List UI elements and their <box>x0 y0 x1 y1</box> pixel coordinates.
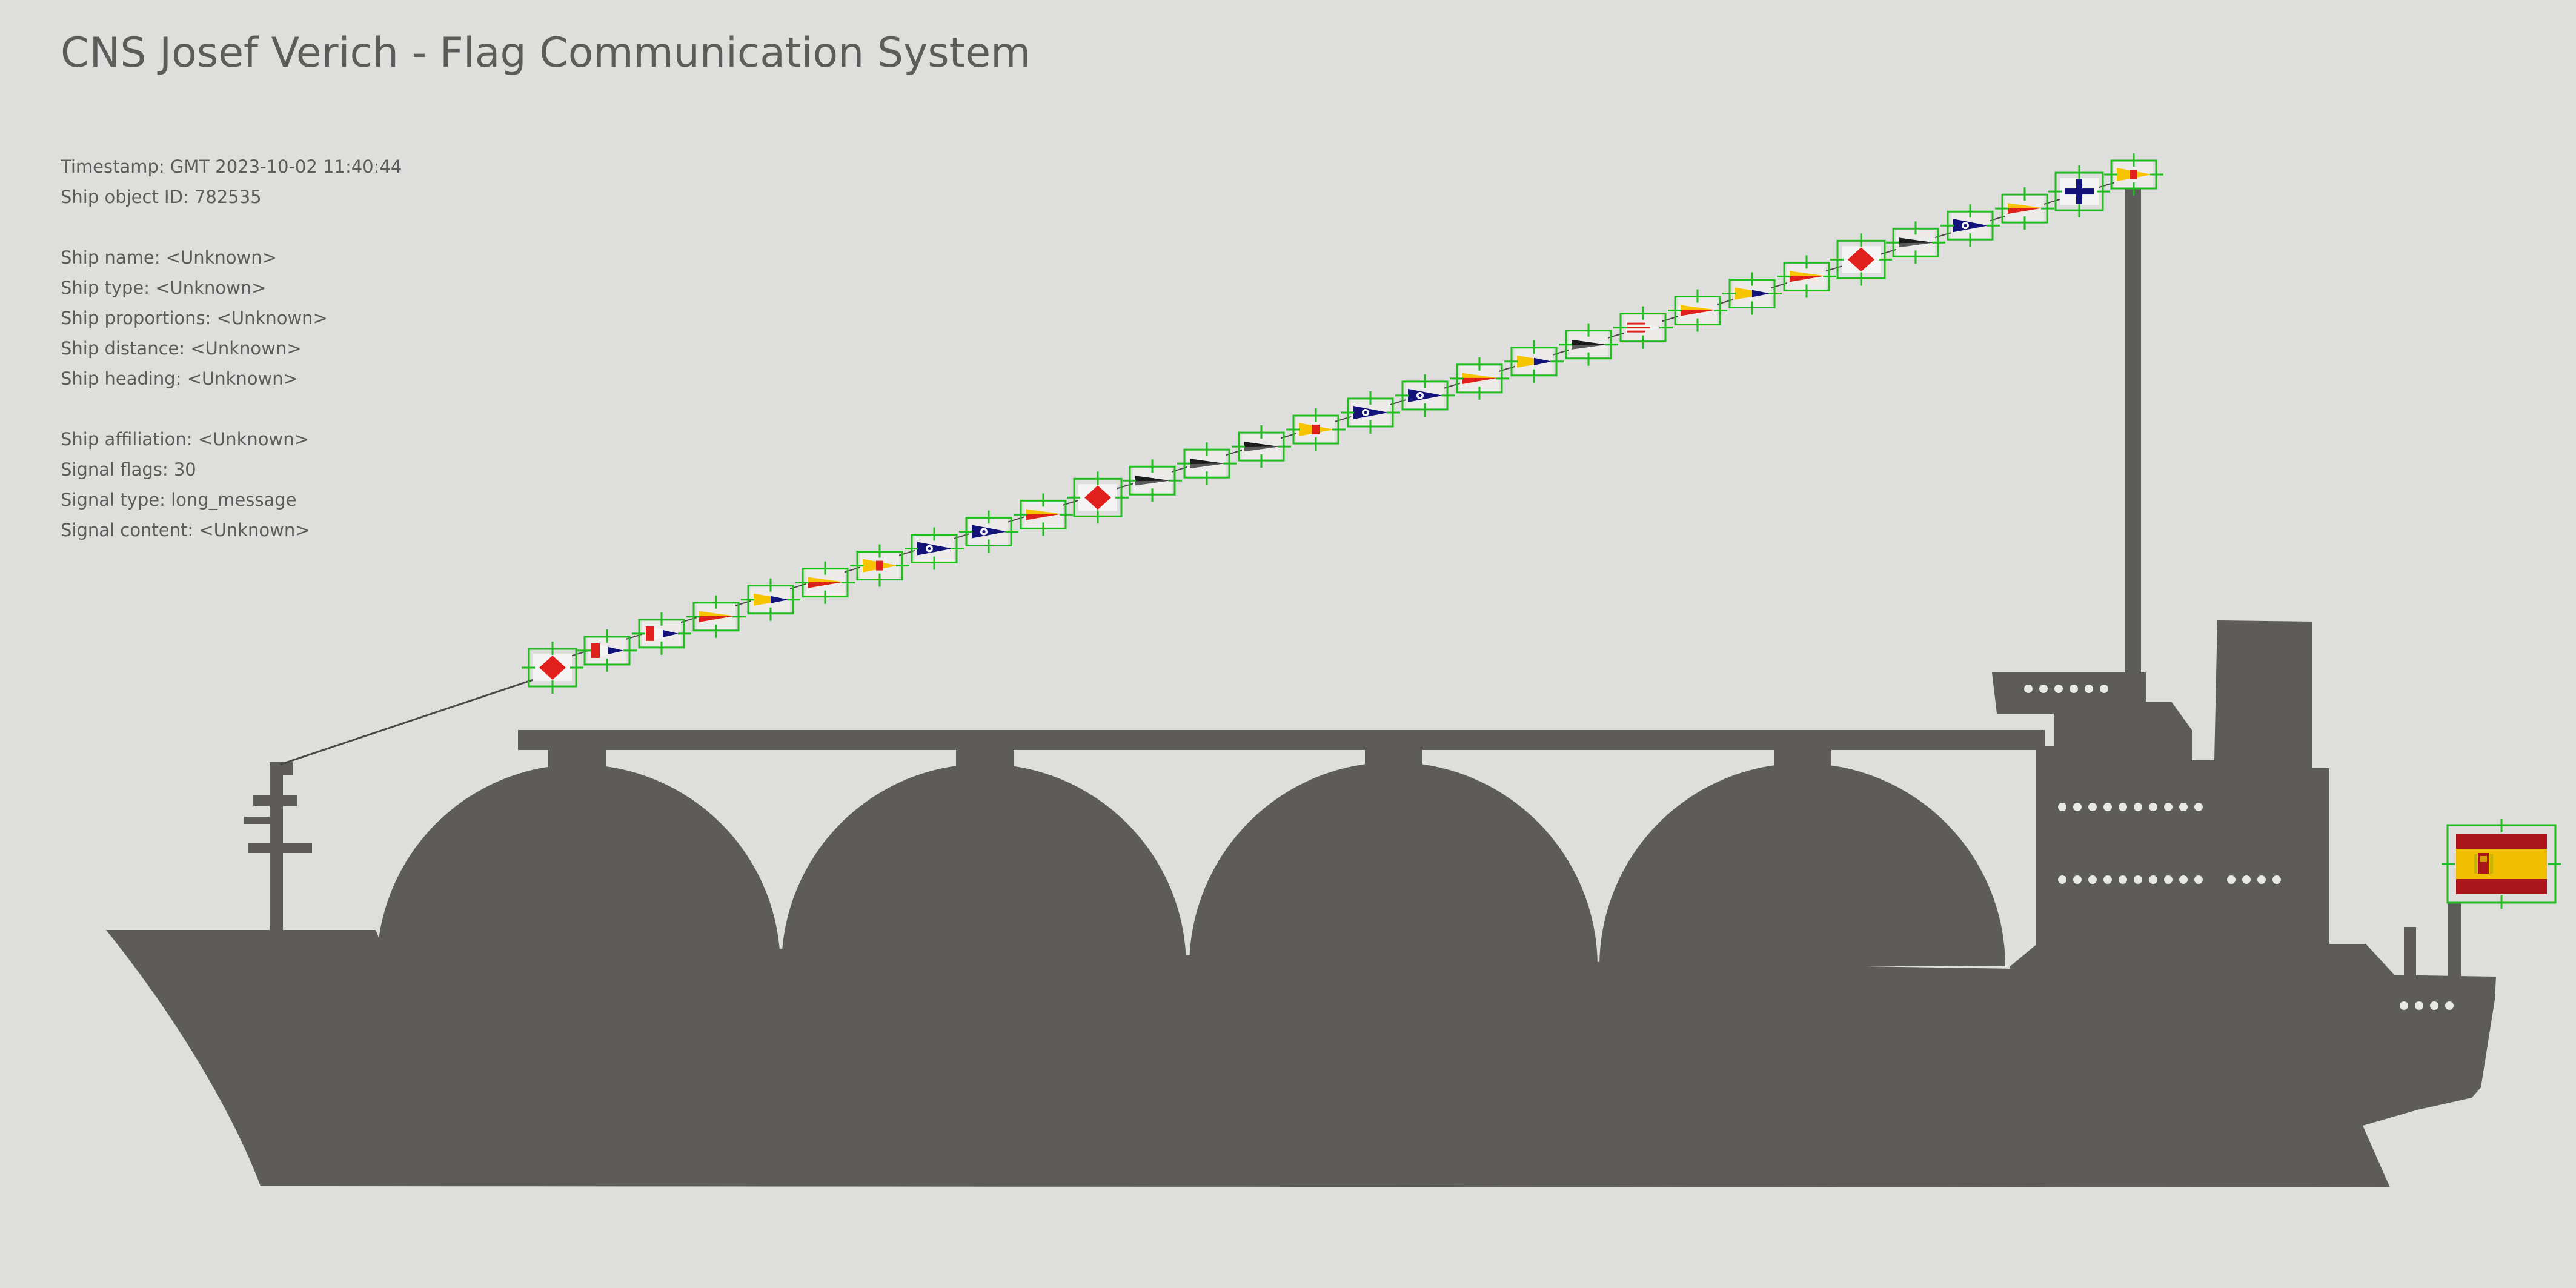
main-mast <box>2125 185 2141 712</box>
flag-detection-box <box>795 561 855 604</box>
flag-detection-box <box>1613 306 1673 349</box>
ship-info-panel: Timestamp: GMT 2023-10-02 11:40:44 Ship … <box>61 151 402 545</box>
ship-proportions-text: Ship proportions: <Unknown> <box>61 308 328 328</box>
flag-detection-box <box>632 612 691 655</box>
flag-detection-box <box>1995 187 2054 230</box>
flag-detection-box <box>1668 289 1727 332</box>
flag-detection-box <box>1341 391 1400 434</box>
ship-type-text: Ship type: <Unknown> <box>61 277 267 298</box>
flag-detection-box <box>1940 204 2000 247</box>
flag-detection-box <box>1504 340 1564 383</box>
flag-detection-box <box>1559 323 1618 366</box>
flag-detection-box <box>1722 272 1782 315</box>
signal-type-text: Signal type: long_message <box>61 490 297 510</box>
lng-tank-1 <box>377 765 780 966</box>
blue-white-dot-pennant-icon <box>969 518 1008 545</box>
ship-distance-text: Ship distance: <Unknown> <box>61 338 302 359</box>
flag-detection-box <box>686 595 746 638</box>
red-diamond-flag-icon <box>533 654 572 681</box>
flag-detection-box <box>850 544 909 587</box>
flag-detection-box <box>1886 221 1945 264</box>
page-title: CNS Josef Verich - Flag Communication Sy… <box>61 29 1031 77</box>
signal-content-text: Signal content: <Unknown> <box>61 520 310 540</box>
spain-ensign-flag-icon <box>2456 834 2547 894</box>
flag-detection-box <box>741 578 800 621</box>
lng-tank-4 <box>1599 763 2005 966</box>
flag-detection-box <box>577 629 637 672</box>
signal-flag-string <box>522 153 2163 694</box>
ship-object-id-text: Ship object ID: 782535 <box>61 187 262 207</box>
flag-detection-box <box>2104 153 2163 196</box>
bridge-deck <box>1992 672 2146 714</box>
flag-detection-box <box>1777 255 1836 298</box>
red-diamond-flag-icon <box>1078 484 1117 511</box>
flag-detection-box <box>1395 374 1455 417</box>
flag-detection-box <box>1450 357 1509 400</box>
flag-detection-box <box>522 642 583 694</box>
ship-name-text: Ship name: <Unknown> <box>61 247 277 268</box>
timestamp-text: Timestamp: GMT 2023-10-02 11:40:44 <box>61 156 402 177</box>
lng-tank-3 <box>1189 762 1598 966</box>
ship-hull <box>106 930 2496 1187</box>
yellow-blue-pennant-icon <box>751 586 790 613</box>
signal-flags-text: Signal flags: 30 <box>61 459 196 480</box>
yellow-red-pennant-icon <box>1678 297 1717 324</box>
flag-detection-box <box>905 527 964 570</box>
lng-tank-2 <box>782 764 1186 966</box>
ensign-detection-box <box>2442 819 2561 909</box>
flag-detection-box <box>1830 233 1892 286</box>
flag-detection-box <box>1177 442 1237 485</box>
ship-silhouette <box>106 185 2496 1187</box>
flag-detection-box <box>1232 425 1291 468</box>
ship-heading-text: Ship heading: <Unknown> <box>61 368 298 389</box>
portholes <box>2024 685 2454 1010</box>
ship-affiliation-text: Ship affiliation: <Unknown> <box>61 429 309 450</box>
flag-detection-box <box>2048 165 2110 218</box>
signal-halyard <box>279 679 534 766</box>
red-diamond-flag-icon <box>1842 246 1881 273</box>
flag-detection-box <box>1286 408 1346 451</box>
blue-cross-flag-icon <box>2060 178 2099 205</box>
flag-detection-box <box>1014 493 1073 536</box>
deck-walkway <box>518 730 2045 750</box>
flag-detection-box <box>959 510 1018 553</box>
flag-detection-box <box>1067 471 1129 524</box>
flag-detection-box <box>1123 459 1182 502</box>
